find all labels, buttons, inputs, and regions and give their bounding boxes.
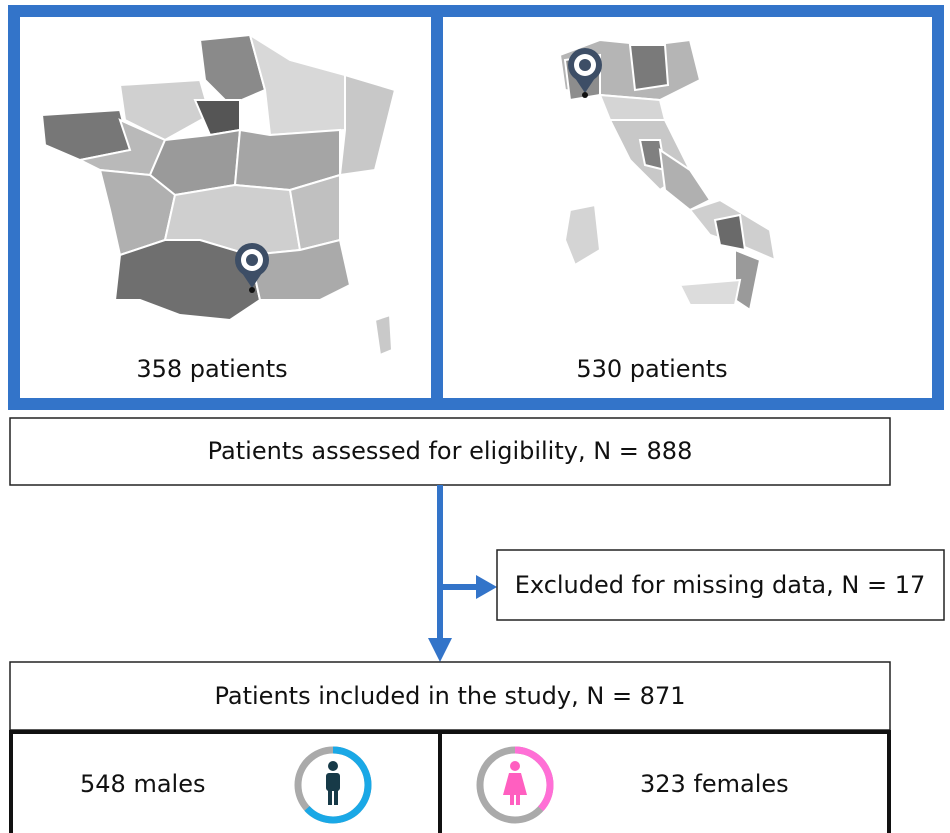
eligibility-box: [9, 417, 891, 486]
arrow-head: [428, 638, 452, 662]
excluded-box: [496, 549, 945, 621]
eligibility-text: Patients assessed for eligibility, N = 8…: [208, 437, 693, 465]
male-ring: [294, 746, 372, 824]
italy-label: 530 patients: [576, 355, 727, 383]
france-map: [40, 32, 397, 357]
included-text: Patients included in the study, N = 871: [215, 682, 686, 710]
italy-pin: [568, 48, 602, 98]
females-text: 323 females: [640, 770, 789, 798]
female-icon: [503, 761, 527, 805]
arrow-head: [476, 575, 497, 599]
france-label: 358 patients: [136, 355, 287, 383]
france-pin: [235, 243, 269, 293]
female-ring: [476, 746, 554, 824]
males-text: 548 males: [80, 770, 205, 798]
sex-box: [9, 730, 891, 833]
excluded-text: Excluded for missing data, N = 17: [515, 571, 925, 599]
male-icon: [326, 761, 340, 805]
